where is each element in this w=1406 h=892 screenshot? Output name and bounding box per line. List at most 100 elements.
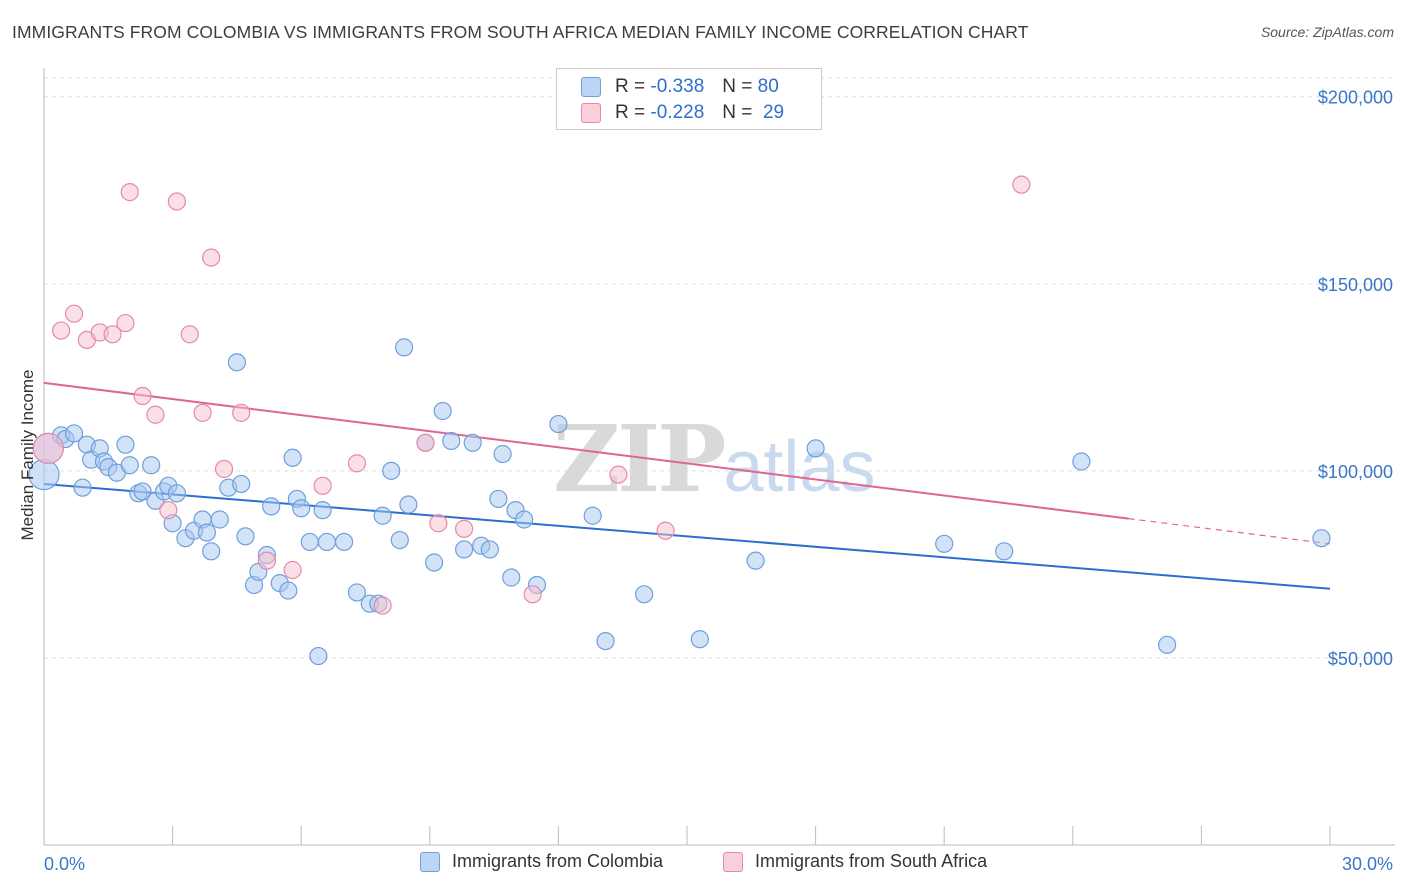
colombia-n-label: N = xyxy=(722,76,753,97)
colombia-point xyxy=(197,523,216,542)
y-tick-label: $100,000 xyxy=(1318,462,1393,482)
y-tick-label: $200,000 xyxy=(1318,88,1393,108)
south-africa-point xyxy=(202,248,221,267)
south-africa-point xyxy=(159,501,178,520)
colombia-point xyxy=(236,527,255,546)
south-africa-r-label: R = xyxy=(615,102,646,123)
colombia-point xyxy=(489,489,508,509)
south-africa-point xyxy=(133,386,152,406)
colombia-point xyxy=(73,478,92,497)
colombia-point xyxy=(202,542,221,561)
colombia-point xyxy=(142,456,161,475)
x-tick-label-min: 0.0% xyxy=(44,854,85,874)
grid-lines xyxy=(44,77,1395,659)
south-africa-n-value: 29 xyxy=(762,102,785,123)
axes xyxy=(43,68,1395,846)
south-africa-point xyxy=(416,433,435,452)
colombia-point xyxy=(1072,452,1091,471)
south-africa-point xyxy=(523,585,542,604)
colombia-n-value: 80 xyxy=(757,76,779,97)
colombia-point xyxy=(64,424,84,443)
colombia-point xyxy=(1158,635,1177,654)
x-tick-label-max: 30.0% xyxy=(1342,854,1393,874)
colombia-point xyxy=(347,583,367,602)
south-africa-point xyxy=(193,403,212,422)
colombia-point xyxy=(283,448,302,467)
colombia-point xyxy=(635,585,654,604)
colombia-point xyxy=(463,433,482,452)
legend-row-colombia: R = -0.338 N = 80 xyxy=(581,74,779,100)
watermark-atlas: atlas xyxy=(723,427,876,507)
south-africa-point xyxy=(373,596,392,615)
colombia-trend-line xyxy=(43,482,1331,590)
y-axis-label: Median Family Income xyxy=(18,369,37,541)
south-africa-trend-extension xyxy=(1128,518,1331,545)
south-africa-trend-line xyxy=(43,381,1129,520)
colombia-point xyxy=(442,431,461,451)
south-africa-point xyxy=(103,325,122,344)
tick-labels: $50,000 $100,000 $150,000 $200,000 0.0% 30.0% xyxy=(44,88,1393,874)
south-africa-point xyxy=(1012,175,1031,194)
colombia-point xyxy=(309,646,328,666)
colombia-point xyxy=(210,510,229,529)
colombia-point xyxy=(995,542,1014,561)
colombia-point xyxy=(399,495,418,514)
colombia-point xyxy=(116,435,135,454)
south-africa-point xyxy=(454,519,474,538)
colombia-point xyxy=(480,540,499,559)
south-africa-point xyxy=(32,432,64,465)
colombia-point xyxy=(227,353,246,372)
data-points xyxy=(28,175,1331,666)
south-africa-swatch xyxy=(581,103,601,123)
south-africa-point xyxy=(180,325,199,344)
colombia-point xyxy=(313,501,332,520)
bottom-colombia-label: Immigrants from Colombia xyxy=(452,851,664,871)
south-africa-point xyxy=(116,313,135,333)
chart-title: IMMIGRANTS FROM COLOMBIA VS IMMIGRANTS F… xyxy=(12,22,1029,42)
south-africa-point xyxy=(283,560,302,580)
south-africa-point xyxy=(656,521,675,540)
bottom-south-africa-swatch xyxy=(723,851,743,872)
colombia-swatch xyxy=(581,77,601,97)
colombia-point xyxy=(120,456,139,475)
colombia-point xyxy=(1312,529,1331,548)
colombia-point xyxy=(373,506,392,525)
south-africa-point xyxy=(146,405,165,424)
south-africa-point xyxy=(313,476,332,495)
colombia-point xyxy=(394,338,414,357)
colombia-point xyxy=(279,581,298,600)
colombia-point xyxy=(596,631,615,651)
colombia-point xyxy=(806,439,825,458)
colombia-point xyxy=(746,551,765,570)
south-africa-point xyxy=(429,514,448,533)
colombia-point xyxy=(232,474,251,494)
colombia-point xyxy=(262,497,281,516)
south-africa-r-value: -0.228 xyxy=(650,102,705,123)
colombia-point xyxy=(382,461,401,480)
south-africa-point xyxy=(347,454,367,473)
south-africa-point xyxy=(167,192,186,211)
colombia-point xyxy=(292,499,311,518)
bottom-legend-south-africa: Immigrants from South Africa xyxy=(723,851,987,872)
correlation-legend: R = -0.338 N = 80 R = -0.228 N = 29 xyxy=(556,68,822,130)
colombia-r-label: R = xyxy=(615,76,646,97)
colombia-r-value: -0.338 xyxy=(650,76,705,97)
colombia-point xyxy=(935,534,954,553)
colombia-point xyxy=(317,532,337,552)
bottom-colombia-swatch xyxy=(420,851,440,872)
colombia-point xyxy=(167,484,186,503)
colombia-point xyxy=(433,401,452,421)
colombia-point xyxy=(549,414,568,434)
colombia-point xyxy=(300,532,319,552)
south-africa-point xyxy=(214,459,234,479)
colombia-point xyxy=(424,553,444,572)
south-africa-point xyxy=(52,321,71,340)
south-africa-point xyxy=(64,304,84,323)
y-tick-label: $150,000 xyxy=(1318,275,1393,295)
south-africa-point xyxy=(609,465,628,484)
south-africa-point xyxy=(232,403,251,422)
colombia-point xyxy=(390,530,409,550)
zipatlas-watermark: ZIPatlas xyxy=(553,405,875,513)
colombia-point xyxy=(334,532,354,552)
